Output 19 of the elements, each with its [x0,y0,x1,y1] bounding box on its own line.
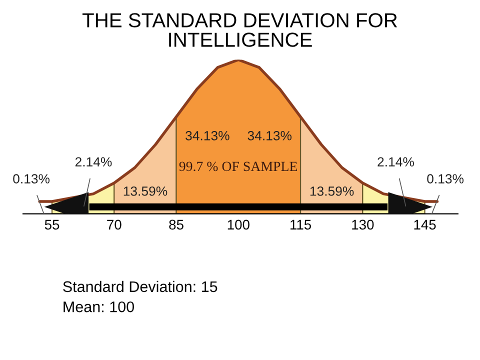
annotation: 2.14% [75,157,112,166]
x-tick-label: 55 [44,220,60,230]
annotation: 99.7 % OF SAMPLE [179,162,298,172]
annotation: 13.59% [124,186,168,196]
annotation: 34.13% [186,131,230,140]
annotation: 2.14% [378,157,414,166]
x-tick-label: 115 [290,220,312,230]
x-tick-label: 100 [228,220,250,230]
annotation: 13.59% [310,186,354,196]
x-tick-label: 130 [352,220,374,230]
x-tick-label: 70 [107,220,122,230]
annotation: 34.13% [248,131,292,140]
x-tick-label: 85 [169,220,184,230]
annotation: 0.13% [13,174,50,184]
chart-title: THE STANDARD DEVIATION FOR INTELLIGENCE [82,13,398,47]
text: Standard Deviation: 15 [63,280,218,292]
annotation: 0.13% [427,174,464,184]
text: Mean: 100 [64,301,134,312]
x-tick-label: 145 [414,220,436,230]
